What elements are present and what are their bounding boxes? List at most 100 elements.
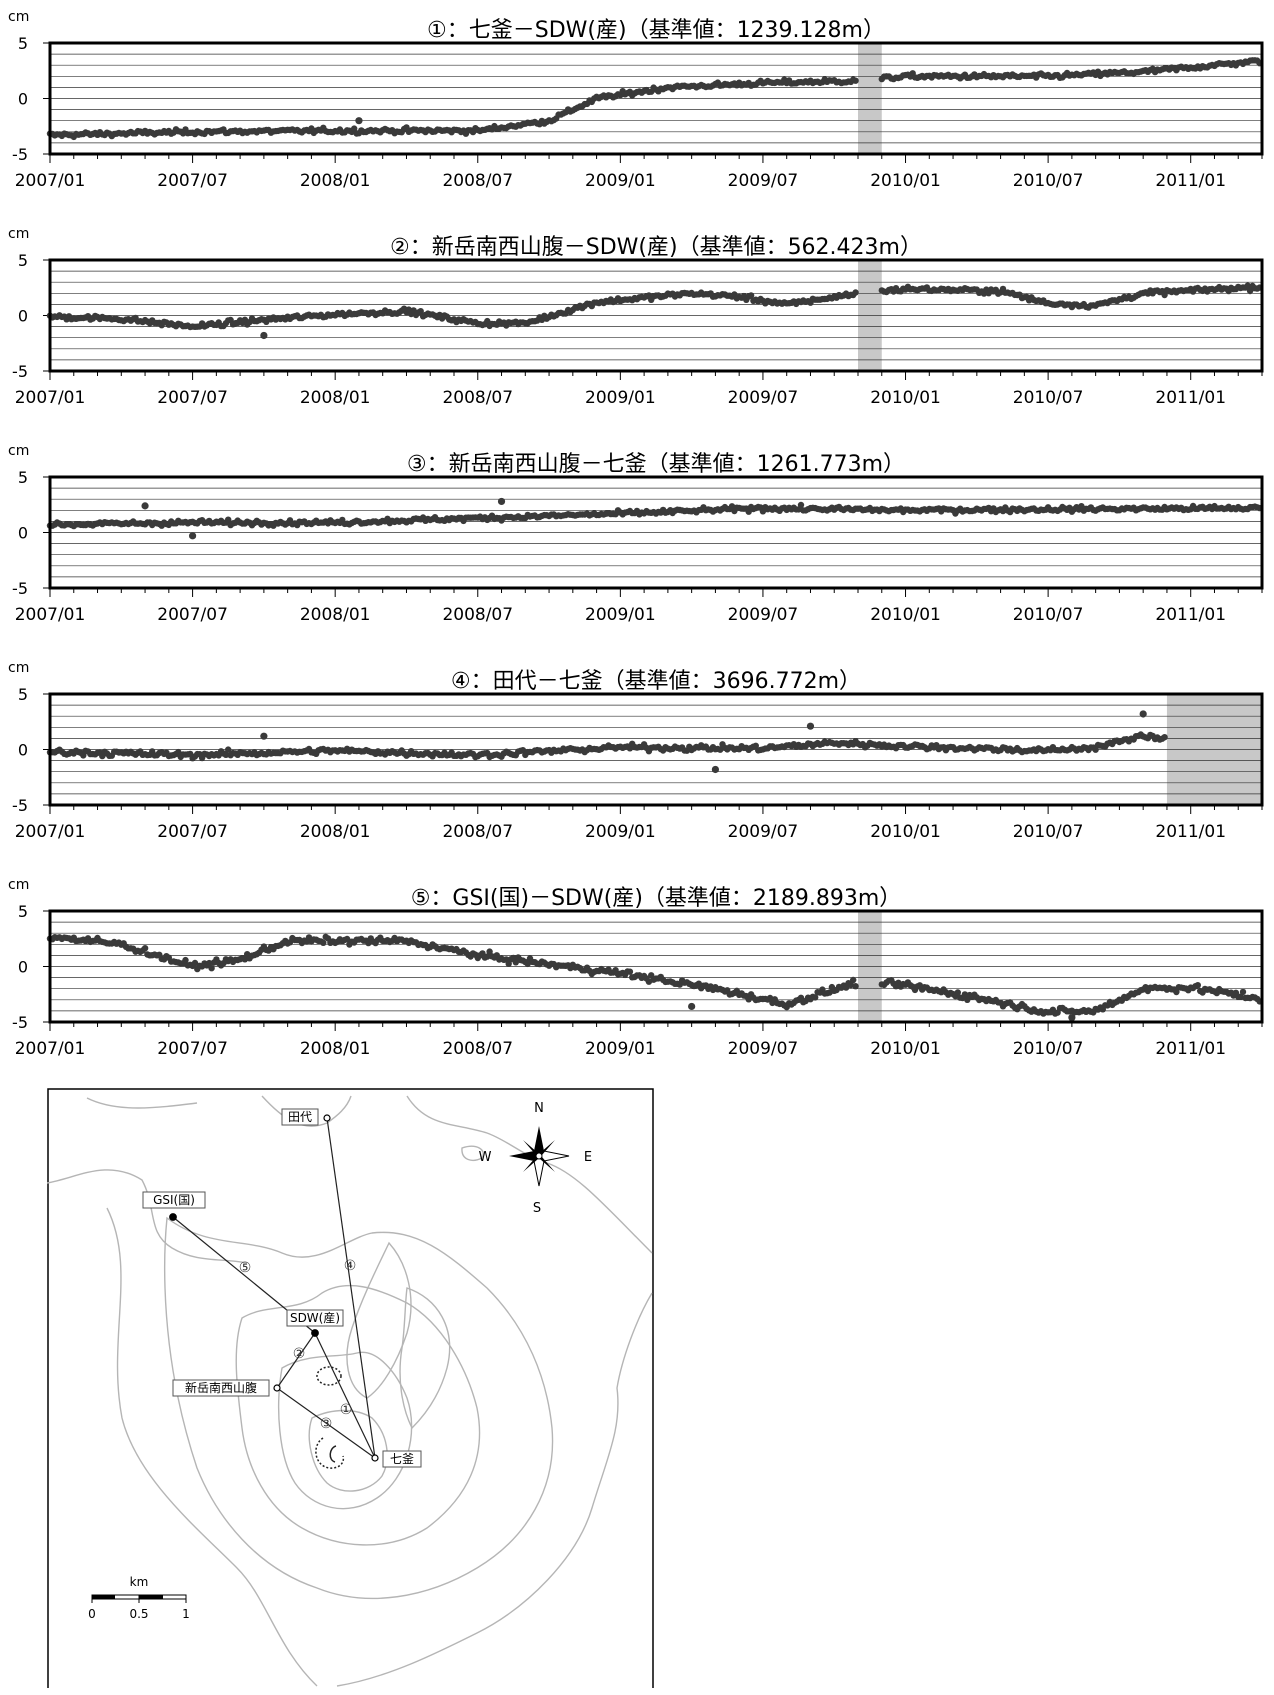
y-tick-label: 5 [18, 685, 28, 704]
data-point [852, 289, 859, 296]
outlier-point [497, 497, 506, 506]
x-tick-label: 2008/01 [300, 1039, 371, 1059]
y-tick-label: -5 [12, 1013, 28, 1032]
data-point [1173, 988, 1180, 996]
x-tick-label: 2010/07 [1013, 1039, 1084, 1059]
chart-panel-3: cm ③：新岳南西山腹－七釜（基準値：1261.773m） 5 0 -5 2007/01 2… [8, 443, 1264, 625]
outlier-point [806, 722, 815, 730]
baseline-number-3: ③ [320, 1416, 333, 1432]
x-tick-label: 2011/01 [1155, 605, 1226, 625]
station-nanakama-marker [371, 1454, 379, 1462]
data-point [964, 996, 971, 1003]
x-tick-label: 2011/01 [1155, 822, 1226, 842]
x-tick-label: 2008/01 [300, 822, 371, 842]
outlier-point [711, 765, 720, 774]
data-point [1161, 734, 1168, 741]
label-gsi: GSI(国) [153, 1193, 195, 1207]
chart-title: ③：新岳南西山腹－七釜（基準値：1261.773m） [407, 452, 905, 477]
data-point [175, 748, 182, 756]
x-tick-label: 2008/01 [300, 171, 371, 191]
y-tick-label: 0 [18, 741, 28, 760]
x-tick-label: 2009/07 [728, 388, 799, 408]
x-tick-label: 2011/01 [1155, 388, 1226, 408]
data-point [852, 77, 859, 84]
data-point [208, 965, 215, 972]
x-tick-label: 2009/01 [585, 388, 656, 408]
compass-rose: N E S W [479, 1101, 593, 1216]
plot-frame [48, 692, 1264, 807]
y-axis-unit: cm [8, 877, 29, 893]
baseline-number-2: ② [293, 1346, 306, 1362]
data-points [46, 710, 1168, 774]
x-tick-label: 2009/07 [728, 1039, 799, 1059]
data-point [519, 747, 527, 754]
plot-frame [48, 41, 1264, 156]
data-point [1161, 291, 1168, 299]
x-tick-label: 2010/07 [1013, 388, 1084, 408]
x-tick-label: 2009/07 [728, 605, 799, 625]
x-tick-label: 2008/01 [300, 388, 371, 408]
x-tick-label: 2011/01 [1155, 171, 1226, 191]
data-point [797, 501, 805, 509]
data-point [852, 983, 859, 990]
crater-symbols [315, 1366, 345, 1469]
outlier-point [260, 732, 268, 740]
data-points [46, 282, 1263, 340]
x-tick-label: 2007/01 [15, 1039, 86, 1059]
data-points [46, 497, 1263, 540]
x-tick-label: 2010/07 [1013, 605, 1084, 625]
baseline-number-5: ⑤ [239, 1260, 252, 1276]
y-tick-label: 5 [18, 468, 28, 487]
x-tick-label: 2011/01 [1155, 1039, 1226, 1059]
outlier-point [188, 532, 197, 540]
x-tick-label: 2008/07 [442, 171, 513, 191]
x-tick-label: 2009/01 [585, 605, 656, 625]
x-tick-label: 2010/01 [870, 171, 941, 191]
y-tick-label: 0 [18, 307, 28, 326]
chart-title: ②：新岳南西山腹－SDW(産)（基準値：562.423m） [390, 235, 922, 260]
chart-title: ⑤：GSI(国)－SDW(産)（基準値：2189.893m） [411, 886, 902, 911]
compass-e: E [584, 1150, 592, 1165]
data-points [46, 933, 1263, 1022]
label-tashiro: 田代 [288, 1110, 312, 1124]
chart-panel-1: cm ①：七釜－SDW(産)（基準値：1239.128m） 5 0 -5 2007/01 2… [8, 9, 1264, 191]
station-tashiro-marker [323, 1114, 331, 1122]
outlier-point [141, 502, 149, 510]
chart-panel-5: cm ⑤：GSI(国)－SDW(産)（基準値：2189.893m） 5 0 -5 2007… [8, 877, 1264, 1059]
x-tick-label: 2008/07 [442, 1039, 513, 1059]
data-point [728, 503, 736, 510]
data-point [141, 945, 149, 952]
y-axis-unit: cm [8, 660, 29, 676]
data-point [182, 956, 189, 964]
outlier-point [688, 1002, 696, 1011]
data-point [206, 959, 213, 967]
map-frame [47, 1088, 654, 1690]
station-gsi-marker [169, 1213, 177, 1221]
baseline-number-4: ④ [344, 1258, 357, 1274]
data-point [1239, 988, 1247, 996]
y-tick-label: -5 [12, 579, 28, 598]
data-point [626, 968, 634, 975]
data-point [225, 746, 232, 753]
x-tick-label: 2007/01 [15, 171, 86, 191]
x-tick-label: 2010/07 [1013, 171, 1084, 191]
data-point [1194, 982, 1202, 989]
plot-frame [48, 475, 1264, 590]
chart-panel-2: cm ②：新岳南西山腹－SDW(産)（基準値：562.423m） 5 0 -5 2007/… [8, 226, 1264, 408]
x-tick-label: 2007/07 [157, 171, 228, 191]
scale-label-1: 1 [182, 1607, 190, 1621]
data-point [191, 959, 199, 967]
x-tick-label: 2009/07 [728, 822, 799, 842]
plot-frame [48, 909, 1264, 1024]
baseline-charts: cm ①：七釜－SDW(産)（基準値：1239.128m） 5 0 -5 2007/01 2… [8, 9, 1264, 1059]
x-tick-label: 2008/01 [300, 605, 371, 625]
station-sdw-marker [311, 1329, 319, 1337]
chart-title: ①：七釜－SDW(産)（基準値：1239.128m） [427, 18, 885, 43]
data-point [954, 989, 961, 996]
x-tick-label: 2010/01 [870, 388, 941, 408]
compass-s: S [533, 1201, 541, 1216]
data-point [222, 751, 230, 758]
data-point [1092, 746, 1099, 753]
data-point [747, 292, 755, 299]
x-tick-label: 2007/01 [15, 822, 86, 842]
